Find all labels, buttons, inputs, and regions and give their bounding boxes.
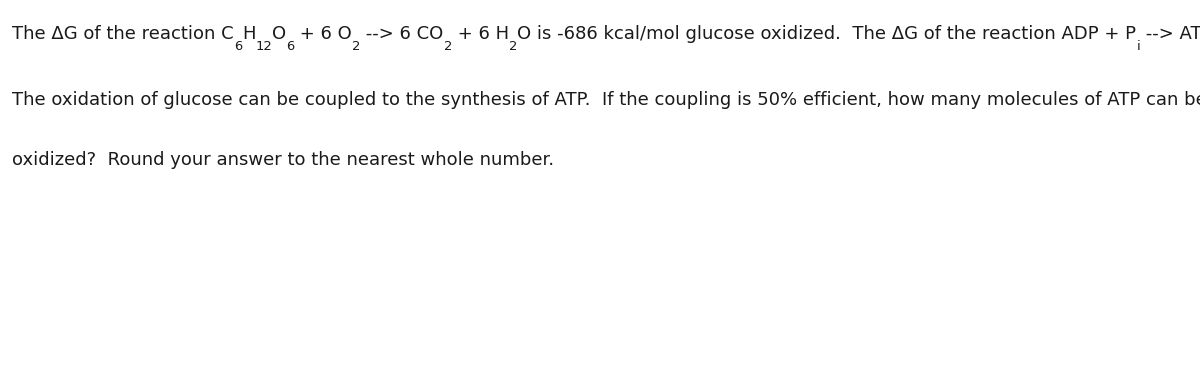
Text: The oxidation of glucose can be coupled to the synthesis of ATP.  If the couplin: The oxidation of glucose can be coupled … [12,91,1200,109]
Text: 6: 6 [286,40,294,53]
Text: 2: 2 [509,40,517,53]
Text: 2: 2 [444,40,452,53]
Text: 6: 6 [234,40,242,53]
Text: --> 6 CO: --> 6 CO [360,26,444,44]
Text: O: O [272,26,286,44]
Text: i: i [1136,40,1140,53]
Text: --> ATP + H: --> ATP + H [1140,26,1200,44]
Text: H: H [242,26,256,44]
Text: oxidized?  Round your answer to the nearest whole number.: oxidized? Round your answer to the neare… [12,152,554,170]
Text: + 6 H: + 6 H [452,26,509,44]
Text: + 6 O: + 6 O [294,26,352,44]
Text: O is -686 kcal/mol glucose oxidized.  The ΔG of the reaction ADP + P: O is -686 kcal/mol glucose oxidized. The… [517,26,1136,44]
Text: The ΔG of the reaction C: The ΔG of the reaction C [12,26,234,44]
Text: 12: 12 [256,40,272,53]
Text: 2: 2 [352,40,360,53]
